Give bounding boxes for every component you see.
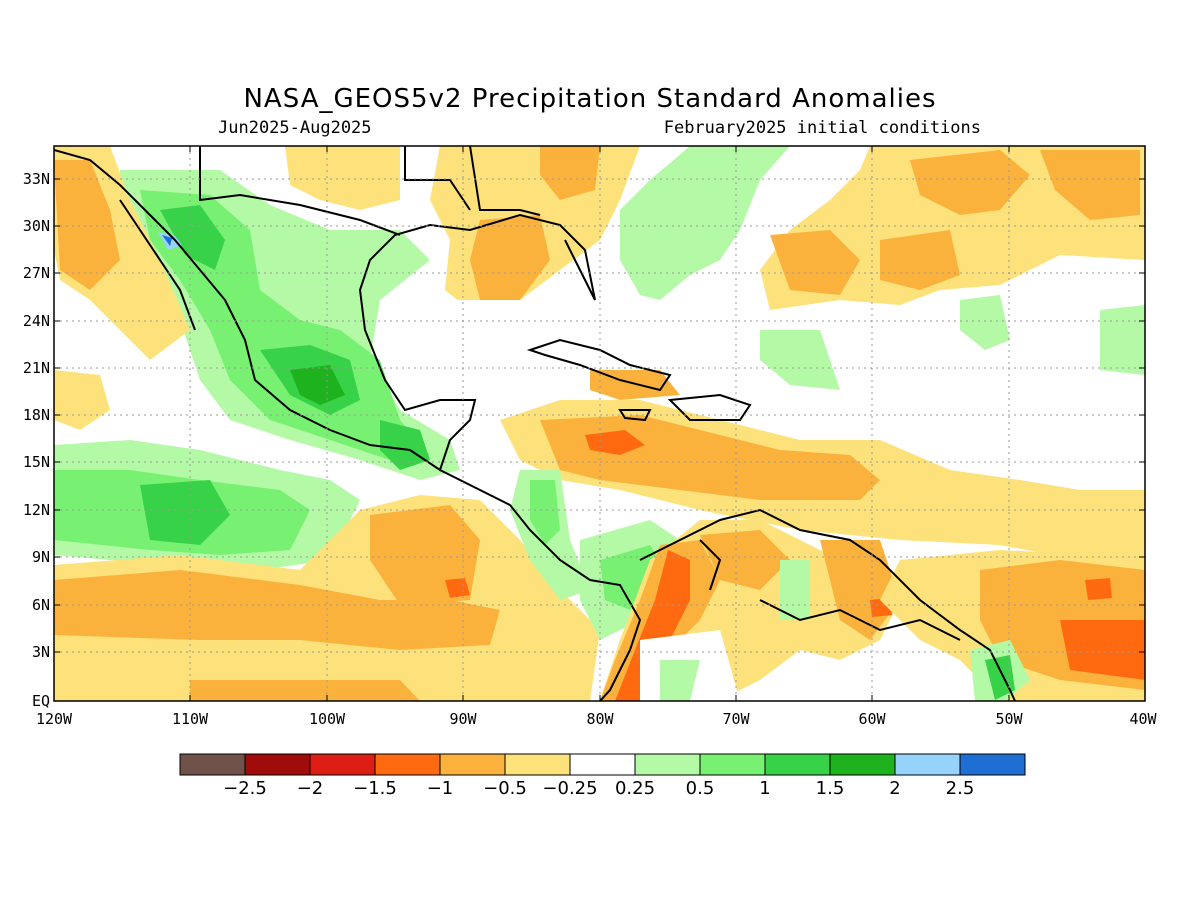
- lon-label: 90W: [449, 710, 477, 728]
- lon-label: 70W: [722, 710, 750, 728]
- lon-label: 80W: [586, 710, 614, 728]
- colorbar-swatch: [569, 753, 636, 776]
- colorbar-label: −2: [297, 778, 324, 799]
- anomaly-region: [190, 680, 420, 701]
- anomaly-region: [445, 578, 470, 598]
- anomaly-region: [1060, 620, 1145, 680]
- lat-label: 33N: [23, 170, 50, 188]
- colorbar-swatch: [504, 753, 571, 776]
- anomaly-region: [1100, 305, 1145, 375]
- anomaly-region: [660, 660, 700, 701]
- lon-label: 50W: [995, 710, 1023, 728]
- lat-label: 30N: [23, 217, 50, 235]
- anomaly-region: [470, 215, 550, 300]
- anomaly-region: [880, 230, 960, 290]
- colorbar-swatch: [829, 753, 896, 776]
- lat-label: 21N: [23, 359, 50, 377]
- colorbar-label: −1.5: [353, 778, 397, 799]
- anomaly-region: [1040, 150, 1140, 220]
- colorbar-swatch: [374, 753, 441, 776]
- anomaly-region: [585, 430, 645, 455]
- colorbar-label: 1.5: [816, 778, 845, 799]
- anomaly-region: [600, 545, 660, 610]
- coastline: [54, 146, 1016, 701]
- lon-label: 40W: [1129, 710, 1157, 728]
- anomaly-region: [54, 570, 500, 650]
- anomaly-region: [700, 530, 790, 590]
- colorbar-swatch: [439, 753, 506, 776]
- colorbar-swatch: [244, 753, 311, 776]
- anomaly-region: [770, 230, 860, 295]
- lon-ticks: [189, 146, 1010, 701]
- colorbar-label: 2: [889, 778, 900, 799]
- anomaly-region: [760, 146, 1145, 310]
- anomaly-region: [615, 550, 690, 701]
- colorbar-label: 1: [759, 778, 770, 799]
- lat-label: 24N: [23, 312, 50, 330]
- colorbar-swatch: [894, 753, 961, 776]
- anomaly-field: [54, 146, 1145, 701]
- colorbar-label: 0.5: [686, 778, 715, 799]
- lat-label: 9N: [32, 548, 50, 566]
- colorbar-swatch: [699, 753, 766, 776]
- lat-label: EQ: [32, 692, 50, 710]
- colorbar: [179, 753, 1026, 776]
- colorbar-swatch: [634, 753, 701, 776]
- lat-label: 18N: [23, 406, 50, 424]
- anomaly-region: [910, 150, 1030, 215]
- anomaly-region: [760, 330, 840, 390]
- colorbar-labels: −2.5 −2 −1.5 −1 −0.5 −0.25 0.25 0.5 1 1.5 2 2.5: [223, 778, 974, 799]
- forecast-period: Jun2025-Aug2025: [218, 118, 372, 138]
- lon-label: 110W: [172, 710, 209, 728]
- lat-labels: 33N 30N 27N 24N 21N 18N 15N 12N 9N 6N 3N…: [23, 170, 50, 710]
- lon-label: 60W: [858, 710, 886, 728]
- colorbar-swatch: [179, 753, 246, 776]
- graticule: [54, 146, 1145, 701]
- colorbar-label: 2.5: [946, 778, 975, 799]
- colorbar-swatch: [764, 753, 831, 776]
- anomaly-region: [54, 160, 120, 290]
- anomaly-region: [780, 560, 810, 620]
- lat-ticks: [54, 178, 1145, 653]
- colorbar-label: −2.5: [223, 778, 267, 799]
- initial-conditions: February2025 initial conditions: [663, 118, 981, 138]
- lat-label: 6N: [32, 596, 50, 614]
- colorbar-label: −0.5: [483, 778, 527, 799]
- anomaly-region: [530, 480, 560, 545]
- map-title: NASA_GEOS5v2 Precipitation Standard Anom…: [243, 84, 937, 114]
- anomaly-region: [540, 146, 600, 200]
- anomaly-region: [450, 300, 620, 380]
- anomaly-region: [285, 146, 400, 210]
- anomaly-region: [380, 420, 430, 470]
- colorbar-label: −0.25: [542, 778, 597, 799]
- colorbar-label: 0.25: [615, 778, 655, 799]
- lat-label: 15N: [23, 453, 50, 471]
- anomaly-region: [1085, 578, 1112, 600]
- lat-label: 3N: [32, 643, 50, 661]
- lon-label: 100W: [309, 710, 346, 728]
- lon-label: 120W: [36, 710, 73, 728]
- anomaly-region: [290, 365, 345, 405]
- colorbar-swatch: [309, 753, 376, 776]
- lat-label: 27N: [23, 264, 50, 282]
- colorbar-swatch: [959, 753, 1026, 776]
- anomaly-region: [960, 295, 1010, 350]
- lon-labels: 120W 110W 100W 90W 80W 70W 60W 50W 40W: [36, 710, 1158, 728]
- lat-label: 12N: [23, 501, 50, 519]
- anomaly-region: [140, 480, 230, 545]
- anomaly-region: [160, 205, 225, 270]
- anomaly-region: [620, 146, 790, 300]
- colorbar-label: −1: [427, 778, 454, 799]
- anomaly-region: [162, 235, 172, 246]
- anomaly-region: [985, 655, 1015, 700]
